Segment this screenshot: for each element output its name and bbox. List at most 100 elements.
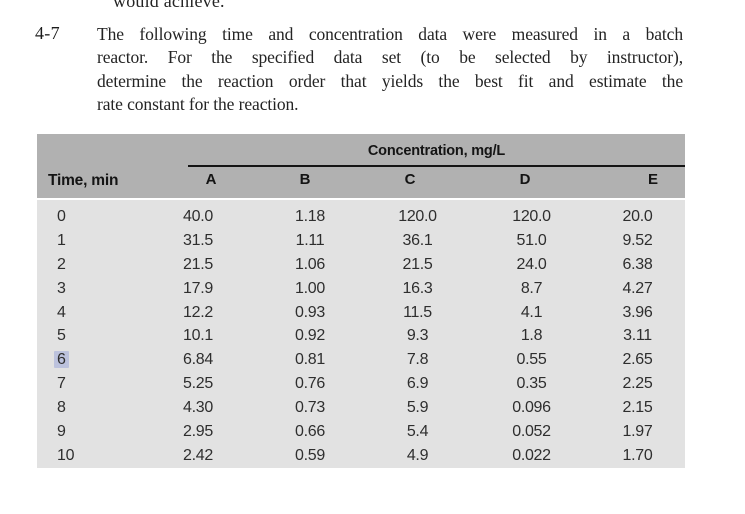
problem-number: 4-7 <box>35 23 60 43</box>
cell-value: 10.1 <box>183 327 213 345</box>
cell-value: 21.5 <box>183 255 213 273</box>
table-row: 2 21.5 1.06 21.5 24.0 6.38 <box>37 253 685 277</box>
cell-value: 16.3 <box>402 279 433 297</box>
cell-value: 1.18 <box>295 208 325 225</box>
cell-value: 6.84 <box>183 351 213 369</box>
cell-time: 10 <box>37 444 138 468</box>
cell-value: 1.11 <box>295 231 325 249</box>
table-row: 8 4.30 0.73 5.9 0.096 2.15 <box>37 396 685 420</box>
cell-time: 4 <box>37 301 138 325</box>
time-value: 8 <box>57 399 66 417</box>
cell-value: 36.1 <box>402 231 433 249</box>
cell-value: 17.9 <box>183 279 213 297</box>
cell-value: 5.9 <box>406 399 429 417</box>
cell-value: 6.9 <box>406 375 429 393</box>
cell-value: 4.30 <box>183 399 213 417</box>
cell-value: 6.38 <box>622 255 653 273</box>
selected-text-highlight: 6 <box>54 351 69 369</box>
column-header-b: B <box>299 171 311 188</box>
time-value: 3 <box>57 279 66 297</box>
table-row: 5 10.1 0.92 9.3 1.8 3.11 <box>37 324 685 348</box>
cell-time: 0 <box>37 205 138 229</box>
cell-time: 8 <box>37 396 138 420</box>
cell-value: 9.3 <box>406 327 429 345</box>
table-row: 1 31.5 1.11 36.1 51.0 9.52 <box>37 229 685 253</box>
cell-value: 0.93 <box>295 303 325 321</box>
cell-time: 3 <box>37 277 138 301</box>
cell-value: 2.15 <box>622 399 653 417</box>
data-table: Concentration, mg/L Time, min A B C D E … <box>37 134 685 468</box>
table-row: 7 5.25 0.76 6.9 0.35 2.25 <box>37 372 685 396</box>
problem-statement-line: The following time and concentration dat… <box>97 24 683 44</box>
time-value: 10 <box>57 446 75 464</box>
cell-value: 0.55 <box>516 351 547 369</box>
cell-value: 4.1 <box>520 303 543 321</box>
cell-value: 0.92 <box>295 327 325 345</box>
cell-value: 2.65 <box>622 351 653 369</box>
table-row: 6 6.84 0.81 7.8 0.55 2.65 <box>37 348 685 372</box>
column-header-c: C <box>404 171 416 188</box>
cell-value: 0.052 <box>512 423 551 441</box>
cell-value: 1.70 <box>622 446 653 464</box>
time-value: 4 <box>57 303 66 321</box>
table-body: 0 40.0 1.18 120.0 120.0 20.0 1 31.5 1.11 36.1 51.0… <box>37 200 685 468</box>
cell-value: 51.0 <box>516 231 547 249</box>
cell-value: 9.52 <box>622 231 653 249</box>
cell-value: 4.9 <box>406 446 429 464</box>
problem-statement-line: determine the reaction order that yields… <box>97 70 683 91</box>
cell-value: 0.81 <box>295 351 325 369</box>
cell-time: 1 <box>37 229 138 253</box>
cell-value: 11.5 <box>403 303 432 321</box>
cell-value: 0.096 <box>512 399 551 417</box>
cell-value: 2.42 <box>183 446 213 464</box>
time-value: 0 <box>57 208 66 225</box>
cell-value: 40.0 <box>183 208 213 225</box>
time-value: 2 <box>57 255 66 273</box>
table-row: 9 2.95 0.66 5.4 0.052 1.97 <box>37 420 685 444</box>
problem-statement-line: rate constant for the reaction. <box>97 94 299 115</box>
time-value: 1 <box>57 231 66 249</box>
cell-value: 120.0 <box>512 208 551 225</box>
cell-value: 1.06 <box>295 255 325 273</box>
time-value: 7 <box>57 375 66 393</box>
cell-value: 3.11 <box>623 327 652 345</box>
concentration-span-header: Concentration, mg/L <box>188 140 685 167</box>
table-row: 0 40.0 1.18 120.0 120.0 20.0 <box>37 205 685 229</box>
cell-value: 5.4 <box>406 423 429 441</box>
cell-value: 0.022 <box>512 446 551 464</box>
cell-time: 7 <box>37 372 138 396</box>
cell-value: 21.5 <box>402 255 433 273</box>
cell-value: 8.7 <box>520 279 543 297</box>
column-header-d: D <box>519 171 531 188</box>
cell-time: 6 <box>37 348 138 372</box>
cell-value: 0.59 <box>295 446 325 464</box>
problem-statement-line: reactor. For the specified data set (to … <box>97 47 683 68</box>
cell-value: 0.35 <box>516 375 547 393</box>
cell-value: 7.8 <box>406 351 429 369</box>
time-value: 9 <box>57 423 66 441</box>
time-column-header: Time, min <box>48 172 119 189</box>
column-header-a: A <box>205 171 217 188</box>
cell-value: 2.25 <box>622 375 653 393</box>
table-row: 4 12.2 0.93 11.5 4.1 3.96 <box>37 301 685 325</box>
cell-value: 31.5 <box>183 231 213 249</box>
cell-value: 0.66 <box>295 423 325 441</box>
cell-time: 5 <box>37 324 138 348</box>
previous-paragraph-fragment: would achieve. <box>113 0 225 11</box>
cell-value: 0.73 <box>295 399 325 417</box>
time-value: 5 <box>57 327 66 345</box>
cell-value: 4.27 <box>622 279 653 297</box>
cell-value: 1.97 <box>622 423 653 441</box>
table-row: 3 17.9 1.00 16.3 8.7 4.27 <box>37 277 685 301</box>
column-header-e: E <box>647 171 658 188</box>
cell-value: 2.95 <box>183 423 213 441</box>
cell-value: 5.25 <box>183 375 213 393</box>
cell-value: 1.00 <box>295 279 325 297</box>
problem-statement: The following time and concentration dat… <box>97 23 683 117</box>
cell-value: 12.2 <box>183 303 213 321</box>
table-row: 10 2.42 0.59 4.9 0.022 1.70 <box>37 444 685 468</box>
cell-value: 24.0 <box>516 255 547 273</box>
cell-value: 0.76 <box>295 375 325 393</box>
cell-value: 1.8 <box>520 327 543 345</box>
cell-value: 120.0 <box>398 208 437 225</box>
